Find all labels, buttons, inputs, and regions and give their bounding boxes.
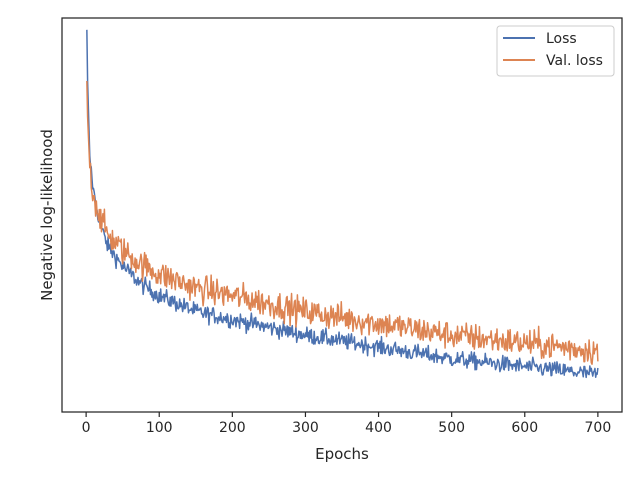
plot-frame [61,17,623,413]
x-tick-label: 500 [438,420,465,436]
x-tick-label: 400 [365,420,392,436]
series-layer [86,29,599,379]
series-line-loss [86,29,599,379]
x-tick-label: 100 [146,420,173,436]
series-line-val-loss [86,81,599,365]
x-tick-label: 300 [292,420,319,436]
x-tick-label: 200 [219,420,246,436]
x-tick-label: 600 [511,420,538,436]
x-ticks: 0 100 200 300 400 500 600 700 [82,412,612,436]
x-axis-label: Epochs [315,445,369,463]
y-axis-label: Negative log-likelihood [38,129,56,301]
legend-label-val-loss: Val. loss [546,53,603,69]
legend-label-loss: Loss [546,31,577,47]
x-tick-label: 0 [82,420,91,436]
legend: Loss Val. loss [496,25,615,77]
x-tick-label: 700 [585,420,612,436]
